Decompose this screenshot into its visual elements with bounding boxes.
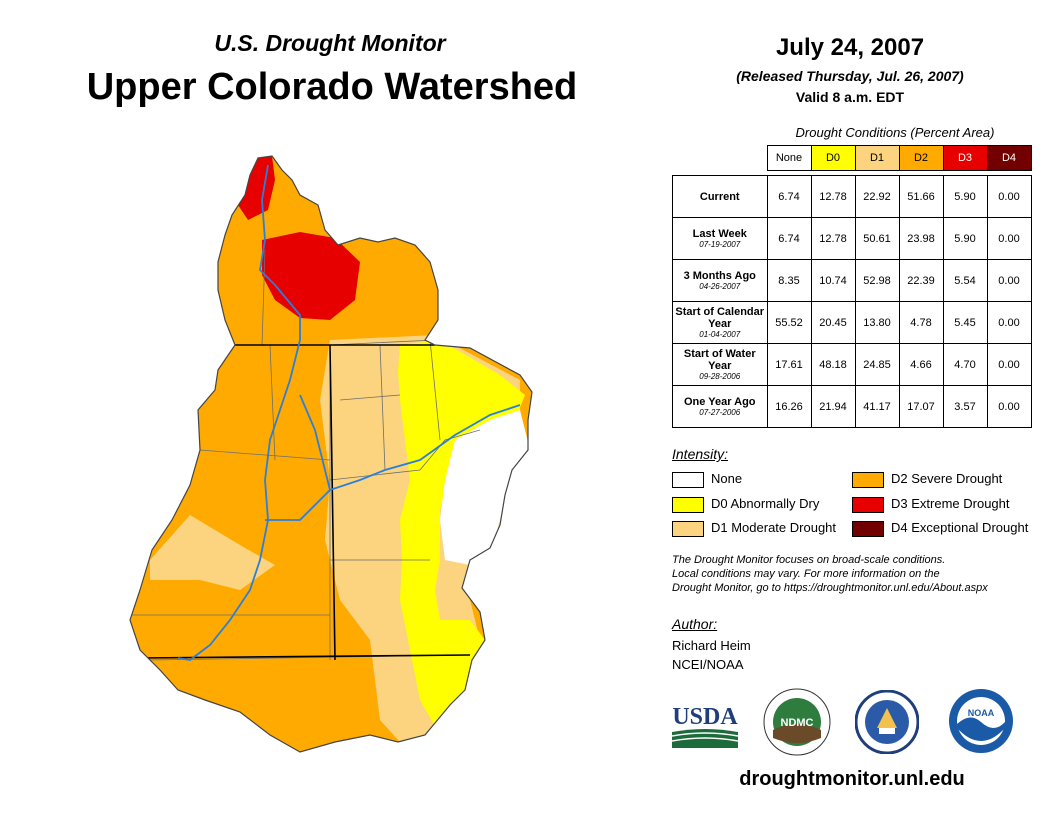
- legend-item-d1: D1 Moderate Drought: [672, 520, 836, 537]
- value-d1: 24.85: [854, 343, 900, 386]
- valid-time: Valid 8 a.m. EDT: [795, 89, 905, 105]
- ndmc-seal: NDMC: [763, 688, 831, 756]
- legend-swatch: [672, 471, 704, 488]
- author-name: Richard Heim: [672, 638, 751, 653]
- value-none: 17.61: [766, 343, 812, 386]
- value-d3: 5.45: [942, 301, 988, 344]
- value-d4: 0.00: [986, 385, 1032, 428]
- value-d0: 10.74: [810, 259, 856, 302]
- value-none: 6.74: [766, 217, 812, 260]
- state-lines: [139, 344, 471, 661]
- legend-swatch: [852, 520, 884, 537]
- release-date: (Released Thursday, Jul. 26, 2007): [736, 68, 964, 84]
- author-label: Author:: [672, 616, 718, 632]
- noaa-logo: NOAA: [949, 689, 1013, 753]
- value-none: 16.26: [766, 385, 812, 428]
- table-row: Start of Calendar Year 01-04-2007 55.52 2…: [672, 301, 1032, 344]
- author-org: NCEI/NOAA: [672, 657, 744, 672]
- value-d3: 4.70: [942, 343, 988, 386]
- value-d1: 22.92: [854, 175, 900, 218]
- row-label: One Year Ago 07-27-2006: [672, 385, 768, 428]
- value-d4: 0.00: [986, 343, 1032, 386]
- doc-seal: [855, 690, 919, 754]
- drought-conditions-table: None D0 D1 D2 D3 D4 Current 6.74 12.78 2…: [672, 145, 1032, 428]
- table-row: Current 6.74 12.78 22.92 51.66 5.90 0.00: [672, 175, 1032, 218]
- map-title: Upper Colorado Watershed: [86, 66, 578, 108]
- usda-logo: USDA: [671, 704, 738, 748]
- watershed-outline: [129, 155, 533, 753]
- value-d4: 0.00: [986, 301, 1032, 344]
- map-subtitle: U.S. Drought Monitor: [214, 30, 446, 56]
- row-label: Start of Calendar Year 01-04-2007: [672, 301, 768, 344]
- value-d0: 12.78: [810, 217, 856, 260]
- legend-swatch: [672, 496, 704, 513]
- legend-item-d4: D4 Exceptional Drought: [852, 520, 1028, 537]
- disclaimer-note: The Drought Monitor focuses on broad-sca…: [672, 554, 988, 594]
- row-label: Current: [672, 175, 768, 218]
- value-d2: 17.07: [898, 385, 944, 428]
- legend-swatch: [672, 520, 704, 537]
- value-d2: 23.98: [898, 217, 944, 260]
- column-header-d3: D3: [942, 145, 988, 171]
- value-d1: 13.80: [854, 301, 900, 344]
- legend-title: Intensity:: [672, 446, 729, 462]
- svg-text:NDMC: NDMC: [781, 717, 814, 729]
- legend-item-d3: D3 Extreme Drought: [852, 496, 1010, 513]
- table-caption: Drought Conditions (Percent Area): [795, 125, 995, 140]
- table-row: Start of Water Year 09-28-2006 17.61 48.1…: [672, 343, 1032, 386]
- value-d3: 3.57: [942, 385, 988, 428]
- value-d3: 5.90: [942, 217, 988, 260]
- table-row: Last Week 07-19-2007 6.74 12.78 50.61 23.…: [672, 217, 1032, 260]
- value-d2: 4.78: [898, 301, 944, 344]
- value-none: 6.74: [766, 175, 812, 218]
- none-region: [440, 410, 530, 565]
- value-d3: 5.54: [942, 259, 988, 302]
- value-d1: 52.98: [854, 259, 900, 302]
- legend-swatch: [852, 496, 884, 513]
- svg-text:NOAA: NOAA: [968, 708, 995, 718]
- d3-region-tip: [238, 156, 275, 220]
- value-none: 55.52: [766, 301, 812, 344]
- value-d3: 5.90: [942, 175, 988, 218]
- website-url[interactable]: droughtmonitor.unl.edu: [739, 768, 965, 790]
- row-label: Start of Water Year 09-28-2006: [672, 343, 768, 386]
- d1-region-west: [150, 515, 275, 590]
- legend-item-none: None: [672, 471, 742, 488]
- drought-map: [129, 155, 533, 753]
- value-d0: 21.94: [810, 385, 856, 428]
- legend-swatch: [852, 471, 884, 488]
- value-d2: 22.39: [898, 259, 944, 302]
- value-d2: 4.66: [898, 343, 944, 386]
- value-d4: 0.00: [986, 259, 1032, 302]
- legend-item-d0: D0 Abnormally Dry: [672, 496, 819, 513]
- rivers: [177, 164, 521, 661]
- column-header-d2: D2: [898, 145, 944, 171]
- column-header-d4: D4: [986, 145, 1032, 171]
- column-header-d1: D1: [854, 145, 900, 171]
- value-none: 8.35: [766, 259, 812, 302]
- table-row: 3 Months Ago 04-26-2007 8.35 10.74 52.98 …: [672, 259, 1032, 302]
- value-d0: 20.45: [810, 301, 856, 344]
- column-header-d0: D0: [810, 145, 856, 171]
- table-row: One Year Ago 07-27-2006 16.26 21.94 41.17…: [672, 385, 1032, 428]
- value-d0: 12.78: [810, 175, 856, 218]
- legend-item-d2: D2 Severe Drought: [852, 471, 1002, 488]
- d0-region: [398, 340, 525, 735]
- svg-text:USDA: USDA: [672, 704, 738, 730]
- value-d4: 0.00: [986, 217, 1032, 260]
- value-d2: 51.66: [898, 175, 944, 218]
- value-d0: 48.18: [810, 343, 856, 386]
- map-date: July 24, 2007: [775, 34, 925, 61]
- row-label: Last Week 07-19-2007: [672, 217, 768, 260]
- value-d4: 0.00: [986, 175, 1032, 218]
- value-d1: 41.17: [854, 385, 900, 428]
- column-header-none: None: [766, 145, 812, 171]
- value-d1: 50.61: [854, 217, 900, 260]
- row-label: 3 Months Ago 04-26-2007: [672, 259, 768, 302]
